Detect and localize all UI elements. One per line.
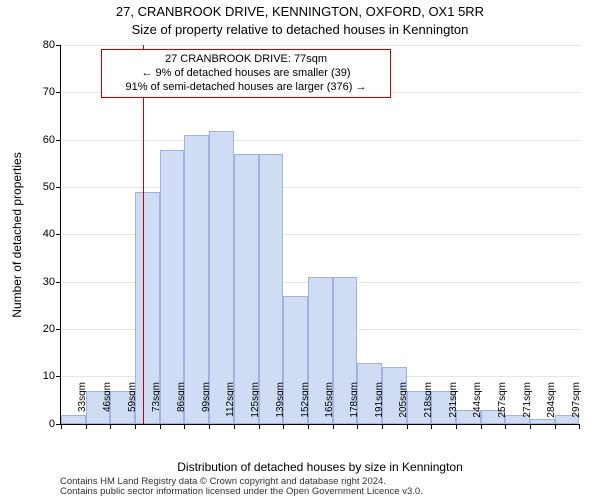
x-tick-mark [283,424,284,429]
x-tick-mark [135,424,136,429]
y-tick-mark [56,187,61,188]
chart-frame: 27, CRANBROOK DRIVE, KENNINGTON, OXFORD,… [0,0,600,500]
x-tick-mark [505,424,506,429]
x-tick-mark [209,424,210,429]
x-tick-label: 271sqm [522,382,533,432]
histogram-bar [209,131,234,424]
chart-title-line2: Size of property relative to detached ho… [0,22,600,37]
y-tick-mark [56,234,61,235]
x-tick-label: 284sqm [546,382,557,432]
x-tick-mark [184,424,185,429]
x-tick-mark [357,424,358,429]
y-tick-label: 70 [31,86,55,98]
x-tick-mark [259,424,260,429]
y-tick-label: 50 [31,181,55,193]
y-tick-mark [56,329,61,330]
x-tick-label: 244sqm [472,382,483,432]
y-tick-mark [56,282,61,283]
y-tick-label: 40 [31,228,55,240]
x-tick-mark [382,424,383,429]
gridline-h [61,140,580,141]
x-tick-mark [234,424,235,429]
footer-line2: Contains public sector information licen… [60,487,580,497]
x-tick-mark [456,424,457,429]
x-tick-label: 257sqm [497,382,508,432]
x-tick-mark [530,424,531,429]
x-tick-mark [308,424,309,429]
annotation-line-3: 91% of semi-detached houses are larger (… [108,81,384,95]
y-axis-label: Number of detached properties [10,152,24,317]
y-tick-label: 80 [31,39,55,51]
chart-title-line1: 27, CRANBROOK DRIVE, KENNINGTON, OXFORD,… [0,4,600,19]
gridline-h [61,187,580,188]
x-tick-mark [555,424,556,429]
x-tick-label: 297sqm [571,382,582,432]
y-tick-label: 30 [31,276,55,288]
y-tick-label: 0 [31,418,55,430]
x-tick-mark [407,424,408,429]
footer-attribution: Contains HM Land Registry data © Crown c… [60,477,580,498]
x-tick-mark [160,424,161,429]
histogram-bar [184,135,209,424]
annotation-line-2: ← 9% of detached houses are smaller (39) [108,67,384,81]
gridline-h [61,45,580,46]
x-tick-mark [481,424,482,429]
y-tick-mark [56,92,61,93]
x-axis-label: Distribution of detached houses by size … [60,460,580,474]
x-tick-mark [110,424,111,429]
x-tick-mark [579,424,580,429]
x-tick-mark [333,424,334,429]
y-tick-mark [56,376,61,377]
y-tick-mark [56,140,61,141]
x-tick-mark [431,424,432,429]
y-tick-label: 10 [31,370,55,382]
subject-property-line [143,45,144,424]
plot-area: 0102030405060708033sqm46sqm59sqm73sqm86s… [60,45,580,425]
annotation-box: 27 CRANBROOK DRIVE: 77sqm← 9% of detache… [101,49,391,98]
x-tick-mark [86,424,87,429]
y-tick-label: 20 [31,323,55,335]
y-tick-label: 60 [31,134,55,146]
y-tick-mark [56,45,61,46]
x-tick-mark [61,424,62,429]
annotation-line-1: 27 CRANBROOK DRIVE: 77sqm [108,53,384,67]
